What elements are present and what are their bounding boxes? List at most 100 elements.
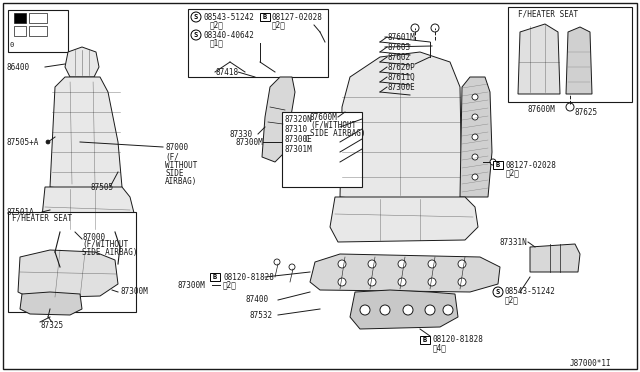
Bar bbox=[188, 9, 328, 77]
Text: 87301M: 87301M bbox=[285, 144, 313, 154]
Polygon shape bbox=[518, 24, 560, 94]
Circle shape bbox=[443, 305, 453, 315]
Circle shape bbox=[472, 174, 478, 180]
Text: （2）: （2） bbox=[505, 295, 519, 305]
Polygon shape bbox=[340, 52, 462, 204]
Circle shape bbox=[59, 264, 65, 270]
Bar bbox=[260, 13, 270, 21]
Polygon shape bbox=[310, 254, 500, 292]
Text: F/HEATER SEAT: F/HEATER SEAT bbox=[12, 214, 72, 222]
Text: 87505+A: 87505+A bbox=[6, 138, 38, 147]
Polygon shape bbox=[460, 77, 492, 197]
Text: 87603: 87603 bbox=[388, 42, 411, 51]
Circle shape bbox=[52, 251, 58, 257]
Circle shape bbox=[428, 260, 436, 268]
Text: （2）: （2） bbox=[223, 280, 237, 289]
Text: （1）: （1） bbox=[210, 38, 224, 48]
Text: 08127-02028: 08127-02028 bbox=[272, 13, 323, 22]
Text: 87600M: 87600M bbox=[310, 112, 338, 122]
Polygon shape bbox=[262, 77, 295, 162]
Text: B: B bbox=[496, 162, 500, 168]
Circle shape bbox=[472, 134, 478, 140]
Circle shape bbox=[458, 260, 466, 268]
Circle shape bbox=[411, 24, 419, 32]
Text: 87532: 87532 bbox=[250, 311, 273, 320]
Text: 87325: 87325 bbox=[40, 321, 63, 330]
Text: 87331N: 87331N bbox=[500, 237, 528, 247]
Text: （2）: （2） bbox=[272, 20, 286, 29]
Text: 87400: 87400 bbox=[245, 295, 268, 305]
Polygon shape bbox=[350, 290, 458, 329]
Circle shape bbox=[428, 278, 436, 286]
Circle shape bbox=[380, 305, 390, 315]
Circle shape bbox=[398, 278, 406, 286]
Circle shape bbox=[566, 103, 574, 111]
Text: 87300M: 87300M bbox=[120, 288, 148, 296]
Circle shape bbox=[115, 261, 121, 267]
Text: 87300M: 87300M bbox=[178, 280, 205, 289]
Text: (F/WITHOUT: (F/WITHOUT bbox=[310, 121, 356, 129]
Text: 08543-51242: 08543-51242 bbox=[203, 13, 254, 22]
Text: B: B bbox=[423, 337, 427, 343]
Circle shape bbox=[425, 305, 435, 315]
Circle shape bbox=[403, 305, 413, 315]
Bar bbox=[420, 336, 430, 344]
Text: S: S bbox=[496, 289, 500, 295]
Polygon shape bbox=[20, 292, 82, 315]
Text: 87501A: 87501A bbox=[6, 208, 34, 217]
Text: SIDE AIRBAG): SIDE AIRBAG) bbox=[310, 128, 365, 138]
Text: SIDE AIRBAG): SIDE AIRBAG) bbox=[82, 248, 138, 257]
Text: （2）: （2） bbox=[506, 169, 520, 177]
Polygon shape bbox=[330, 197, 478, 242]
Polygon shape bbox=[42, 187, 135, 232]
Bar bbox=[508, 7, 632, 102]
Text: (F/WITHOUT: (F/WITHOUT bbox=[82, 241, 128, 250]
Text: 0: 0 bbox=[10, 42, 14, 48]
Text: 87330: 87330 bbox=[230, 129, 253, 138]
Text: 87000: 87000 bbox=[82, 232, 105, 241]
Circle shape bbox=[338, 278, 346, 286]
Polygon shape bbox=[18, 250, 118, 298]
Text: （2）: （2） bbox=[210, 20, 224, 29]
Circle shape bbox=[472, 154, 478, 160]
Text: 87320N: 87320N bbox=[285, 115, 313, 124]
Text: SIDE: SIDE bbox=[165, 169, 184, 177]
Text: （4）: （4） bbox=[433, 343, 447, 353]
Text: B: B bbox=[213, 274, 217, 280]
Bar bbox=[282, 112, 362, 187]
Circle shape bbox=[431, 24, 439, 32]
Text: 08120-81828: 08120-81828 bbox=[223, 273, 274, 282]
Text: S: S bbox=[194, 14, 198, 20]
Polygon shape bbox=[50, 77, 122, 194]
Text: 87600M: 87600M bbox=[528, 105, 556, 113]
Text: 87418: 87418 bbox=[215, 67, 238, 77]
Text: WITHOUT: WITHOUT bbox=[165, 160, 197, 170]
Text: 08340-40642: 08340-40642 bbox=[203, 31, 254, 39]
Text: 87310: 87310 bbox=[285, 125, 308, 134]
Text: 86400: 86400 bbox=[6, 62, 29, 71]
Circle shape bbox=[398, 260, 406, 268]
Circle shape bbox=[338, 260, 346, 268]
Text: 87300E: 87300E bbox=[285, 135, 313, 144]
Bar bbox=[493, 161, 503, 169]
Bar bbox=[29, 26, 47, 36]
Text: 87611Q: 87611Q bbox=[388, 73, 416, 81]
Circle shape bbox=[458, 278, 466, 286]
Circle shape bbox=[115, 246, 121, 252]
Polygon shape bbox=[65, 47, 99, 77]
Text: (F/: (F/ bbox=[165, 153, 179, 161]
Polygon shape bbox=[530, 244, 580, 272]
Text: 87300E: 87300E bbox=[388, 83, 416, 92]
Circle shape bbox=[472, 94, 478, 100]
Text: J87000*1I: J87000*1I bbox=[570, 359, 612, 369]
Text: 87620P: 87620P bbox=[388, 62, 416, 71]
Text: F/HEATER SEAT: F/HEATER SEAT bbox=[518, 10, 578, 19]
Text: B: B bbox=[263, 14, 267, 20]
Text: S: S bbox=[194, 32, 198, 38]
Circle shape bbox=[472, 114, 478, 120]
Bar bbox=[29, 13, 47, 23]
Circle shape bbox=[368, 278, 376, 286]
Bar bbox=[8, 212, 136, 312]
Circle shape bbox=[493, 287, 503, 297]
Text: 08543-51242: 08543-51242 bbox=[505, 288, 556, 296]
